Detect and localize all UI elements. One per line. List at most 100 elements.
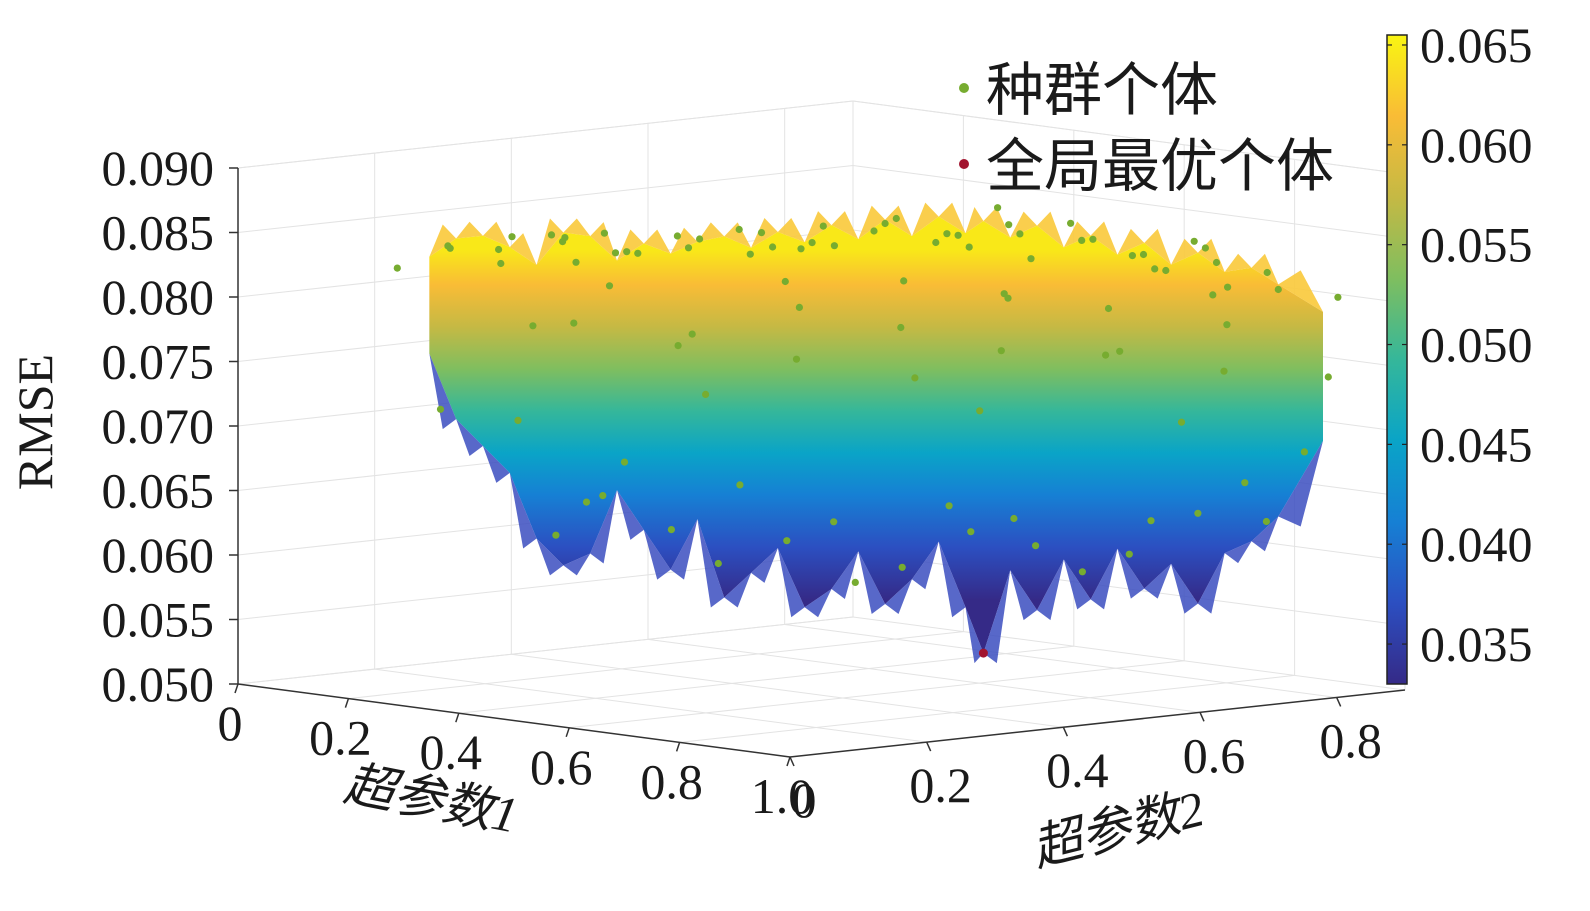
colorbar-tick-label: 0.035 (1420, 616, 1533, 672)
surface-facet-bottom (536, 538, 564, 576)
surface-facet-top (643, 229, 671, 254)
population-point (1334, 293, 1342, 301)
population-point (1128, 252, 1136, 260)
surface-facet-top (1171, 238, 1198, 265)
x-tick-label: 0 (218, 695, 243, 751)
surface-facet-bottom (858, 551, 886, 615)
surface-facet-bottom (617, 490, 644, 540)
z-tick-label: 0.075 (102, 334, 215, 390)
population-point (547, 231, 556, 239)
surface-facet-bottom (965, 607, 984, 664)
x-tick-mark (234, 683, 239, 694)
z-tick-label: 0.065 (102, 463, 215, 519)
surface-facet-bottom (751, 548, 778, 583)
surface-facet-top (777, 218, 805, 243)
population-point (819, 222, 827, 230)
x-tick-mark (565, 727, 570, 738)
population-point (1102, 351, 1110, 359)
colorbar-tick-label: 0.055 (1420, 217, 1533, 273)
population-point (1263, 268, 1271, 277)
z-tick-label: 0.090 (102, 140, 215, 196)
population-point (605, 282, 614, 290)
population-point (600, 229, 609, 237)
colorbar-tick-label: 0.050 (1420, 317, 1533, 373)
box-edge-top (852, 100, 1406, 175)
population-point (1223, 321, 1231, 329)
population-point (1027, 255, 1035, 263)
population-points (393, 204, 1342, 658)
population-point (570, 319, 578, 327)
population-point (997, 347, 1005, 355)
population-point (954, 231, 962, 239)
surface-facet-bottom (1063, 559, 1091, 610)
x-axis-line (237, 683, 791, 758)
surface-facet-top (724, 222, 752, 248)
population-point (900, 277, 908, 285)
population-point (808, 239, 816, 247)
population-point (870, 227, 878, 235)
surface-facet-top (1090, 221, 1118, 255)
y-tick-mark (1199, 712, 1205, 722)
population-point (932, 238, 940, 247)
population-point (736, 481, 744, 489)
y-tick-label: 0.6 (1183, 727, 1246, 783)
population-point (792, 355, 801, 363)
grid-line-y-floor (511, 653, 1064, 728)
population-point (393, 264, 401, 272)
colorbar-ticks: 0.035 0.040 0.045 0.050 0.055 0.060 0.065 (1387, 17, 1533, 672)
grid-line-z (237, 616, 1406, 691)
grid-line-y-floor (374, 668, 927, 743)
z-tick-label: 0.085 (102, 205, 215, 261)
legend-label-best: 全局最优个体 (986, 134, 1334, 199)
x-tick-label: 0.2 (309, 710, 372, 766)
population-point (674, 342, 682, 350)
surface-facet-bottom (1224, 541, 1252, 564)
population-point (497, 259, 505, 268)
population-point (783, 537, 791, 545)
surface-facet-top (1224, 253, 1252, 272)
surface-facet-bottom (831, 551, 859, 599)
best-individual-point (978, 648, 988, 658)
population-point (572, 258, 580, 266)
surface-facet-bottom (590, 490, 618, 564)
colorbar-tick-label: 0.060 (1420, 117, 1533, 173)
z-tick-label: 0.055 (102, 592, 215, 648)
population-point (446, 244, 454, 252)
y-tick-labels: 0 0.2 0.4 0.6 0.8 (792, 712, 1382, 828)
population-point (1190, 237, 1198, 245)
population-point (1262, 517, 1270, 526)
surface-facet-bottom (1171, 563, 1198, 614)
population-point (769, 243, 777, 251)
surface-facet-top (1063, 221, 1091, 248)
population-point (967, 528, 975, 536)
z-tick-label: 0.060 (102, 527, 215, 583)
population-point (1116, 347, 1124, 355)
surface-facet-bottom (1090, 548, 1118, 610)
surface-band (429, 216, 1323, 654)
population-point (1324, 373, 1332, 381)
population-point (667, 526, 676, 534)
population-point (1089, 235, 1097, 243)
population-point (688, 330, 696, 338)
colorbar-gradient (1386, 34, 1408, 685)
surface-facet-bottom (1278, 440, 1323, 527)
population-point (945, 502, 953, 510)
population-point (684, 244, 693, 252)
colorbar: 0.035 0.040 0.045 0.050 0.055 0.060 0.065 (1386, 17, 1533, 685)
population-point (1151, 265, 1159, 273)
surface-facet-top (1037, 211, 1064, 248)
surface-facet-bottom (938, 541, 966, 618)
surface-facet-bottom (1197, 553, 1225, 614)
surface-facet-top (509, 233, 537, 265)
surface-facet-bottom (1117, 548, 1145, 599)
surface-facet-bottom (1144, 563, 1172, 599)
surface-facet-top (911, 202, 939, 237)
x-tick-mark (786, 756, 791, 767)
surface-facet-bottom (697, 519, 725, 608)
population-point (965, 243, 973, 251)
legend: 种群个体 全局最优个体 (959, 58, 1334, 199)
surface-facet-bottom (670, 519, 698, 580)
population-point (582, 498, 591, 506)
population-point (1177, 418, 1186, 426)
